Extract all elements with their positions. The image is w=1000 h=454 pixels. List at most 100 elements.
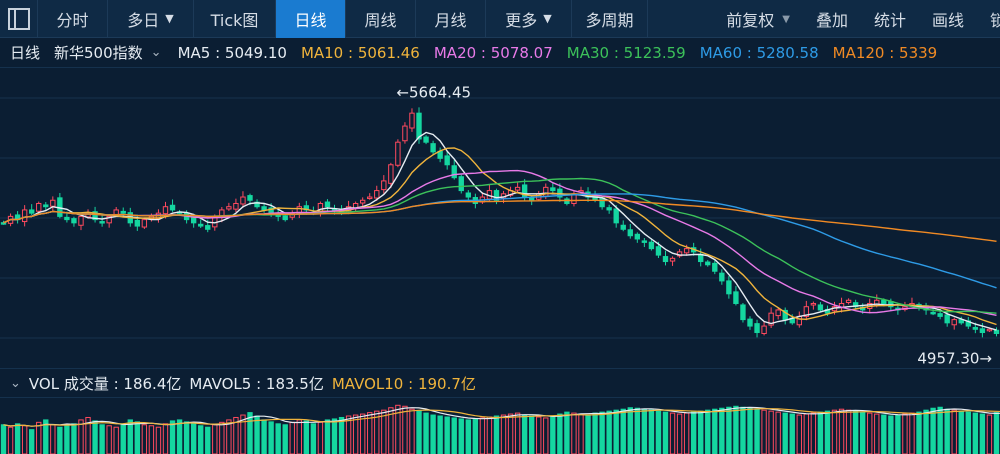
candle-body	[683, 248, 690, 254]
tab-4[interactable]: 周线	[346, 0, 416, 38]
volume-bar	[817, 411, 824, 454]
candlestick-chart[interactable]: ←5664.45 4957.30→	[0, 68, 1000, 368]
volume-bar	[620, 408, 626, 454]
volume-bar	[85, 416, 91, 454]
toolbar-action-0[interactable]: 前复权 ▼	[726, 7, 790, 31]
volume-bar	[888, 415, 894, 454]
volume-bar	[416, 410, 422, 454]
tab-1[interactable]: 多日 ▼	[108, 0, 194, 38]
volume-bar	[78, 419, 84, 454]
candle-body	[324, 201, 331, 208]
toolbar-right-actions: 前复权 ▼ 叠加 统计 画线 锁	[700, 0, 1000, 38]
volume-bar	[683, 412, 690, 454]
candle-body	[226, 206, 232, 210]
volume-bar	[148, 425, 155, 454]
volume-bar	[571, 412, 577, 454]
candle-body	[247, 195, 253, 201]
candle-body	[564, 198, 570, 204]
candle-body	[458, 176, 464, 192]
volume-bar	[789, 413, 795, 454]
volume-bar	[359, 413, 366, 454]
volume-bar	[993, 412, 1000, 454]
candle-body	[514, 186, 521, 191]
volume-bar	[183, 421, 190, 454]
volume-bar	[740, 406, 746, 454]
volume-bar	[36, 421, 42, 454]
toolbar-action-3[interactable]: 画线	[932, 7, 964, 31]
volume-bar	[937, 406, 943, 454]
volume-bar	[381, 409, 387, 454]
tab-6[interactable]: 更多 ▼	[486, 0, 572, 38]
toolbar-action-1[interactable]: 叠加	[816, 7, 848, 31]
tab-label: 分时	[56, 10, 89, 30]
tab-7[interactable]: 多周期	[572, 0, 648, 38]
volume-bar	[430, 414, 436, 454]
candle-body	[733, 291, 739, 304]
period-label: 日线	[10, 44, 41, 62]
volume-bar	[726, 406, 732, 454]
candle-body	[761, 325, 767, 334]
tab-5[interactable]: 月线	[416, 0, 486, 38]
candle-body	[648, 241, 655, 250]
collapse-chevron-icon[interactable]: ⌄	[10, 375, 21, 391]
volume-bar	[113, 426, 119, 454]
volume-bar	[275, 423, 281, 454]
candle-body	[423, 136, 429, 143]
volume-bar	[106, 425, 112, 454]
toolbar-action-label: 统计	[873, 11, 906, 30]
mavol5-value: MAVOL5 : 183.5亿	[189, 374, 324, 393]
volume-bar	[465, 419, 471, 454]
toolbar-action-2[interactable]: 统计	[874, 7, 906, 31]
volume-chart[interactable]	[0, 398, 1000, 454]
candle-body	[543, 186, 549, 197]
toolbar-action-label: 画线	[931, 11, 964, 30]
candle-body	[775, 309, 781, 317]
volume-bar	[641, 408, 648, 454]
volume-bar	[521, 414, 528, 454]
volume-bar	[965, 411, 971, 454]
candle-body	[388, 164, 394, 184]
volume-bar	[705, 409, 711, 454]
volume-bar	[782, 412, 788, 454]
volume-bar	[402, 405, 408, 454]
high-price-label: ←5664.45	[396, 83, 471, 101]
toolbar-action-4[interactable]: 锁	[990, 7, 1000, 31]
candle-body	[409, 112, 415, 129]
candle-body	[768, 312, 774, 326]
sidebar-toggle-icon[interactable]	[0, 0, 38, 38]
ma-line-10	[3, 147, 997, 326]
tab-label: Tick图	[210, 10, 259, 30]
tab-3[interactable]: 日线	[276, 0, 346, 38]
volume-bar	[57, 426, 63, 454]
volume-bar	[698, 410, 704, 454]
candle-body	[662, 256, 669, 263]
volume-bar	[303, 420, 310, 454]
candle-body	[106, 215, 112, 224]
candle-body	[726, 280, 732, 295]
candle-body	[99, 221, 105, 224]
candle-body	[261, 206, 267, 211]
tab-label: 多周期	[585, 10, 634, 30]
volume-bar	[141, 424, 148, 454]
candle-body	[606, 207, 612, 211]
candle-body	[613, 208, 619, 224]
candle-body	[29, 209, 35, 214]
index-name[interactable]: 新华500指数	[54, 44, 143, 62]
candle-body	[162, 206, 169, 215]
volume-bar	[247, 412, 253, 454]
chevron-down-icon[interactable]: ⌄	[150, 45, 162, 60]
candle-body	[796, 315, 802, 326]
volume-bar	[634, 407, 641, 454]
tab-2[interactable]: Tick图	[194, 0, 276, 38]
candle-body	[134, 219, 141, 227]
volume-bar	[310, 423, 317, 454]
volume-bar	[437, 415, 443, 454]
volume-bar	[500, 414, 507, 454]
caret-down-icon: ▼	[782, 13, 790, 25]
tab-0[interactable]: 分时	[38, 0, 108, 38]
volume-bar	[845, 409, 852, 454]
ma-line-120	[3, 199, 997, 242]
volume-bar	[409, 408, 415, 454]
volume-bar	[676, 413, 683, 454]
candle-body	[92, 211, 98, 221]
